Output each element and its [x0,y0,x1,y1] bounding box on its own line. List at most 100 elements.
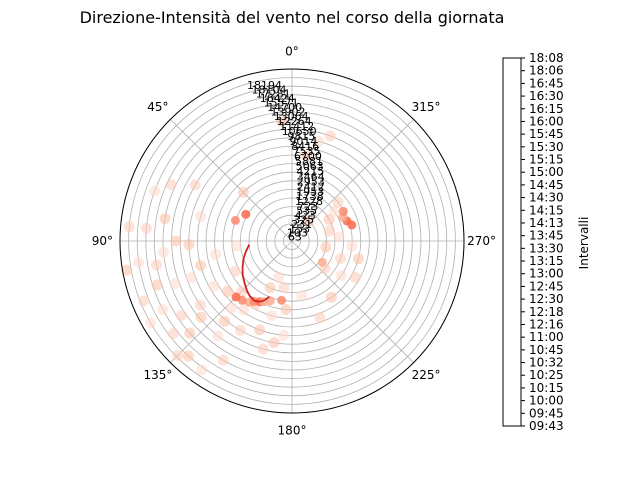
polar-frame [119,68,465,414]
scatter-point [268,337,280,349]
scatter-point [238,304,250,316]
scatter-point [334,253,346,265]
scatter-point [335,270,347,282]
scatter-point [182,350,194,362]
scatter-point [185,272,197,284]
scatter-point [333,231,345,243]
scatter-point [280,304,292,316]
radial-labels: 6310315323132542353572312281738195324122… [247,79,325,244]
scatter-point [320,241,332,253]
scatter-point [195,211,207,223]
radial-label: 3464 [297,170,325,183]
scatter-point [276,115,288,127]
scatter-point [159,213,171,225]
scatter-point [303,215,315,227]
emphasis-point [230,215,240,225]
scatter-point [229,265,241,277]
radial-label: 18194 [247,79,282,92]
radial-label: 231 [291,218,312,231]
colorbar-tick-label: 09:43 [529,419,564,433]
angle-tick-label: 315° [412,100,441,114]
colorbar-tick-label: 15:45 [529,127,564,141]
angle-tick-label: 45° [147,100,168,114]
scatter-point [352,253,364,265]
scatter-point [266,310,278,322]
scatter-point [157,246,169,258]
emphasis-points [230,206,357,307]
radial-label: 11412 [279,120,314,133]
colorbar-tick-label: 13:45 [529,229,564,243]
angle-tick-label: 135° [143,368,172,382]
colorbar-ticks: 09:4309:4510:0010:1510:2510:3210:4511:00… [521,51,564,433]
radial-label: 13064 [274,110,309,123]
colorbar-tick-label: 12:18 [529,305,564,319]
scatter-point [157,304,169,316]
radial-label: 63 [288,231,302,244]
scatter-point [169,278,181,290]
radial-label: 423 [295,209,316,222]
emphasis-point [338,206,348,216]
radial-label: 535 [296,205,317,218]
scatter-point [278,282,290,294]
colorbar-tick-label: 10:25 [529,368,564,382]
angle-tick-label: 225° [412,368,441,382]
radial-label: 1228 [295,195,323,208]
emphasis-point [347,220,357,230]
scatter-point [301,150,313,162]
colorbar-tick-label: 16:00 [529,114,564,128]
scatter-point [167,328,179,340]
scatter-point [324,130,336,142]
scatter-point [196,364,208,376]
radial-label: 5881 [295,155,323,168]
radial-label: 153 [289,222,310,235]
radial-label: 9014 [289,135,317,148]
scatter-point [123,221,135,233]
scatter-point [328,205,340,217]
radial-label: 1738 [296,190,324,203]
scatter-point [323,225,335,237]
radial-label: 7535 [293,145,321,158]
radial-label: 13902 [271,106,306,119]
colorbar-tick-label: 18:08 [529,51,564,65]
radial-label: 723 [297,200,318,213]
radial-label: 325 [293,214,314,227]
grid-spoke [291,240,414,363]
scatter-point [217,354,229,366]
radial-label: 9815 [287,130,315,143]
colorbar-tick-label: 15:00 [529,165,564,179]
emphasis-point [231,292,241,302]
scatter-point [144,317,156,329]
angle-tick-label: 0° [285,44,299,58]
scatter-point [151,279,163,291]
scatter-point [273,271,285,283]
scatter-point [296,290,308,302]
radial-label: 14700 [267,101,302,114]
scatter-point [219,315,231,327]
radial-label: 5063 [296,160,324,173]
radial-label: 16424 [260,92,295,105]
radial-label: 12264 [277,115,312,128]
radial-label: 2953 [297,175,325,188]
colorbar-tick-label: 15:15 [529,153,564,167]
angle-tick-label: 90° [92,234,113,248]
scatter-point [332,196,344,208]
colorbar-tick-label: 14:30 [529,191,564,205]
scatter-point [325,291,337,303]
emphasis-point [277,295,287,305]
scatter-point [195,259,207,271]
colorbar-tick-label: 10:45 [529,343,564,357]
scatter-point [264,282,276,294]
colorbar-tick-label: 18:06 [529,64,564,78]
scatter-point [140,222,152,234]
scatter-point [234,324,246,336]
colorbar-frame [502,57,522,427]
scatter-point [212,330,224,342]
trajectory-line [241,244,270,303]
colorbar-tick-label: 16:30 [529,89,564,103]
scatter-point [189,179,201,191]
angle-tick-labels: 0° 45° 90° 135° 180° 225° 270° 315° [92,44,496,437]
emphasis-point [241,209,251,219]
radial-label: 6700 [294,150,322,163]
scatter-point [349,272,361,284]
colorbar-tick-label: 16:15 [529,102,564,116]
